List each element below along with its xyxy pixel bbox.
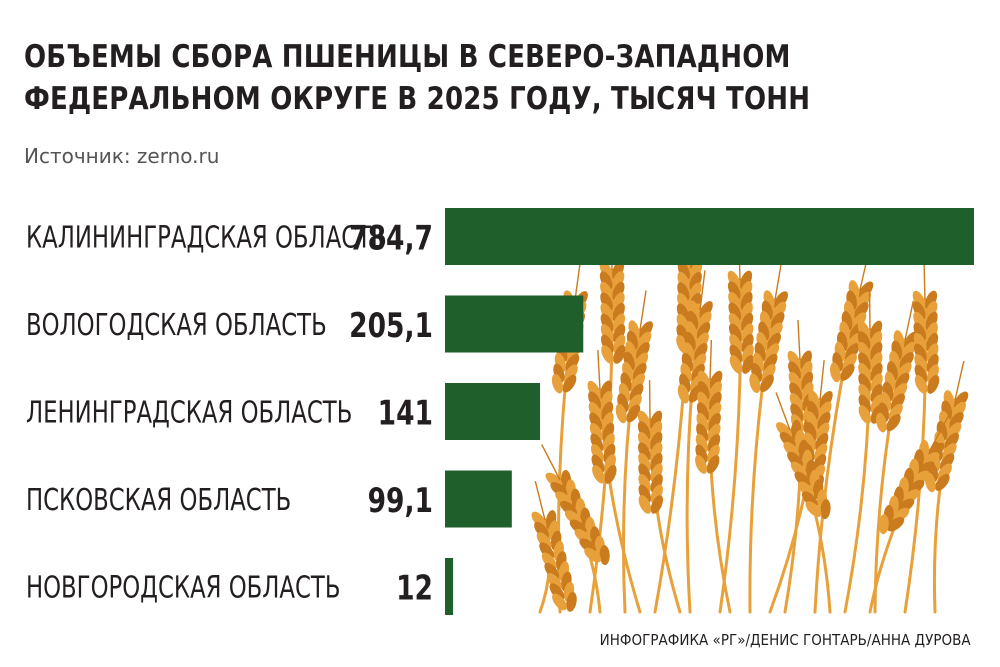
category-label-4: ПСКОВСКАЯ ОБЛАСТЬ	[26, 483, 291, 518]
bar-5	[445, 558, 454, 615]
bar-4	[445, 470, 512, 528]
bar-1	[445, 208, 974, 265]
category-label-5: НОВГОРОДСКАЯ ОБЛАСТЬ	[26, 570, 340, 605]
credit-line: ИНФОГРАФИКА «РГ»/ДЕНИС ГОНТАРЬ/АННА ДУРО…	[595, 631, 974, 649]
category-label-3: ЛЕНИНГРАДСКАЯ ОБЛАСТЬ	[26, 395, 352, 430]
value-label-5: 12	[396, 569, 433, 608]
bar-3	[445, 383, 541, 440]
value-label-2: 205,1	[349, 307, 433, 346]
category-label-1: КАЛИНИНГРАДСКАЯ ОБЛАСТЬ	[26, 220, 387, 255]
category-label-2: ВОЛОГОДСКАЯ ОБЛАСТЬ	[26, 308, 327, 343]
wheat-ears-icon	[531, 219, 969, 614]
value-label-4: 99,1	[368, 482, 433, 521]
value-label-1: 784,7	[349, 219, 433, 258]
bar-2	[445, 295, 584, 353]
value-label-3: 141	[378, 394, 433, 433]
bars-group	[445, 208, 974, 615]
source-note: Источник: zerno.ru	[24, 144, 220, 168]
